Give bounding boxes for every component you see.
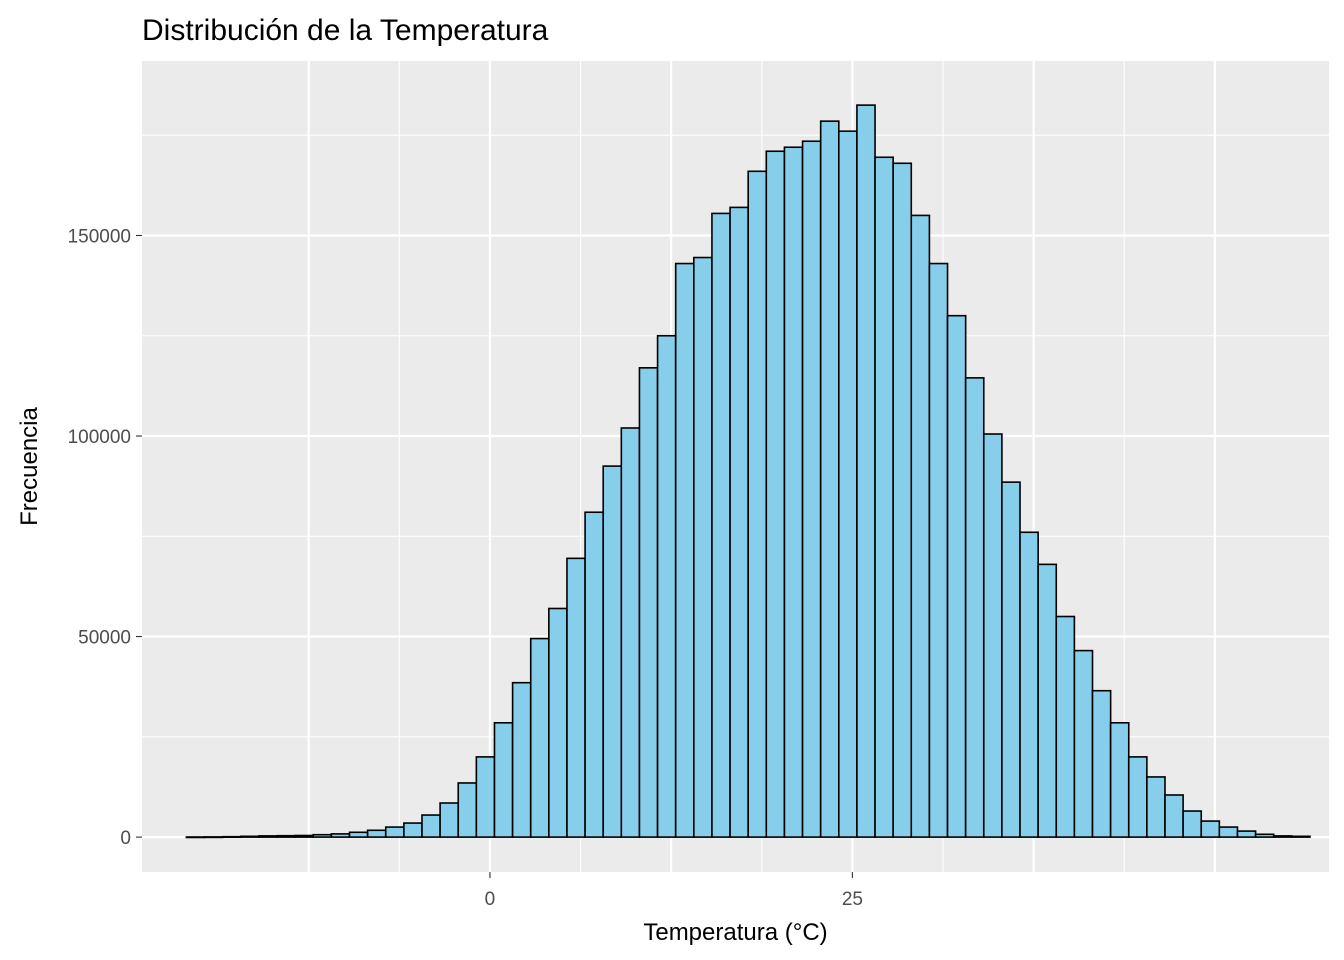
chart-title: Distribución de la Temperatura xyxy=(142,14,549,47)
histogram-bar xyxy=(529,637,550,838)
y-axis-label: Frecuencia xyxy=(16,406,43,525)
y-tick-label: 0 xyxy=(120,828,131,849)
histogram-bar xyxy=(819,120,840,838)
histogram-bar xyxy=(656,334,677,838)
histogram-bar xyxy=(1254,833,1275,838)
histogram-bar xyxy=(982,433,1003,838)
histogram-bar xyxy=(638,367,659,838)
histogram-bar xyxy=(1146,776,1166,838)
histogram-bar xyxy=(620,427,641,838)
histogram-bar xyxy=(276,834,296,838)
histogram-bar xyxy=(330,833,351,838)
histogram-bar xyxy=(964,377,985,838)
histogram-bar xyxy=(457,782,478,838)
histogram-bar xyxy=(584,511,605,838)
histogram-bar xyxy=(548,607,568,838)
histogram-bar xyxy=(783,146,804,838)
histogram-bar xyxy=(602,465,623,838)
histogram-bar xyxy=(203,836,224,839)
x-tick-label: 25 xyxy=(842,889,863,910)
histogram-bar xyxy=(294,834,315,838)
y-tick-label: 150000 xyxy=(68,226,131,247)
histogram-bar xyxy=(403,822,423,838)
histogram-bar xyxy=(693,256,713,838)
histogram-bar xyxy=(1001,481,1021,838)
histogram-bar xyxy=(1291,835,1311,838)
y-tick-label: 50000 xyxy=(78,628,131,649)
x-axis-label: Temperatura (°C) xyxy=(643,919,827,946)
histogram-bar xyxy=(511,681,532,838)
histogram-bar xyxy=(1109,721,1130,838)
histogram-bar xyxy=(348,831,369,838)
y-axis-ticks: 0 50000 100000 150000 xyxy=(68,226,142,849)
histogram-bar xyxy=(185,836,206,839)
histogram-bar xyxy=(1055,615,1076,838)
histogram-bar xyxy=(1037,563,1058,838)
histogram-bar xyxy=(1272,835,1293,838)
histogram-bar xyxy=(1019,531,1039,838)
histogram-bar xyxy=(874,156,894,838)
histogram-bar xyxy=(1091,689,1112,838)
histogram-bar xyxy=(566,557,586,838)
histogram-bar xyxy=(421,814,441,838)
histogram-bar xyxy=(910,214,931,838)
histogram-bars xyxy=(185,104,1311,839)
x-axis-ticks: 0 25 xyxy=(485,872,863,910)
histogram-bar xyxy=(837,130,858,838)
histogram-bar xyxy=(221,835,242,839)
histogram-bar xyxy=(946,314,967,838)
histogram-bar xyxy=(239,835,260,838)
x-tick-label: 0 xyxy=(485,889,496,910)
histogram-bar xyxy=(1200,820,1221,838)
histogram-bar xyxy=(439,802,460,838)
histogram-bar xyxy=(312,833,333,838)
histogram-bar xyxy=(1236,830,1257,838)
histogram-bar xyxy=(258,835,278,838)
histogram-bar xyxy=(366,829,387,838)
histogram-bar xyxy=(475,756,496,838)
histogram-bar xyxy=(1127,756,1148,838)
histogram-bar xyxy=(928,262,949,838)
histogram-bar xyxy=(765,150,786,838)
y-tick-label: 100000 xyxy=(68,427,131,448)
histogram-bar xyxy=(801,140,822,838)
histogram-bar xyxy=(711,212,731,838)
histogram-bar xyxy=(856,104,876,838)
histogram-bar xyxy=(493,721,514,838)
histogram-bar xyxy=(747,170,768,838)
histogram-bar xyxy=(1164,794,1184,838)
histogram-bar xyxy=(384,826,405,838)
histogram-bar xyxy=(892,162,913,838)
histogram-bar xyxy=(1218,826,1239,838)
histogram-bar xyxy=(729,206,749,838)
histogram-bar xyxy=(1182,810,1203,838)
histogram-bar xyxy=(1073,649,1094,838)
histogram-bar xyxy=(674,262,695,838)
